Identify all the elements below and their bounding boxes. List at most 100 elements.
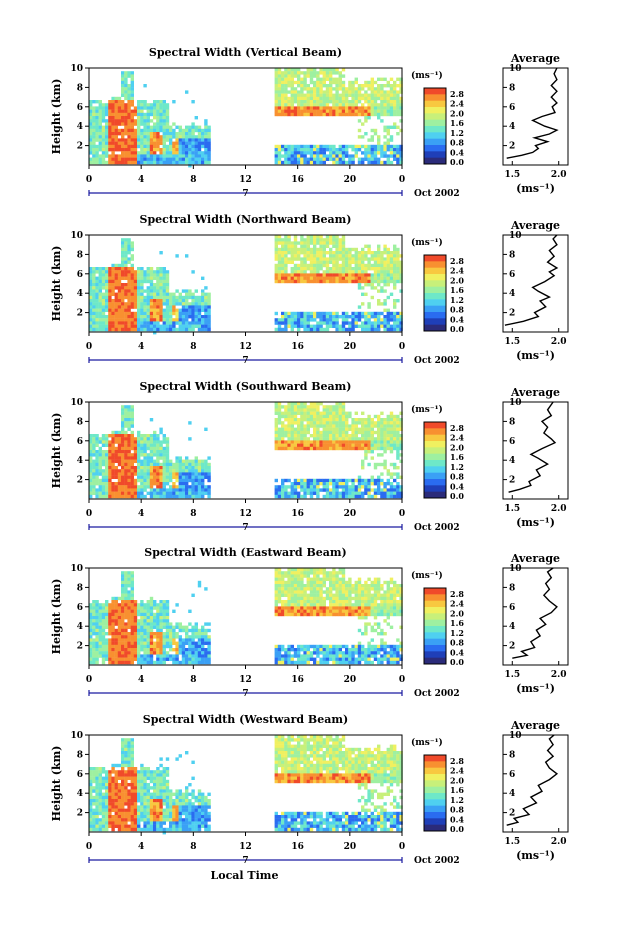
heatmap-cell <box>111 651 115 655</box>
heatmap-cell <box>194 318 198 322</box>
heatmap-cell <box>133 122 138 126</box>
heatmap-cell <box>185 141 189 145</box>
heatmap-cell <box>140 305 144 309</box>
heatmap-cell <box>188 324 192 328</box>
heatmap-cell <box>127 472 131 476</box>
heatmap-cell <box>329 324 333 328</box>
heatmap-cell <box>303 402 307 406</box>
heatmap-cell <box>114 651 118 655</box>
heatmap-cell <box>146 648 150 652</box>
heatmap-cell <box>137 289 141 293</box>
heatmap-cell <box>146 128 150 133</box>
heatmap-cell <box>92 292 96 296</box>
heatmap-cell <box>108 318 112 322</box>
heatmap-cell <box>325 443 330 447</box>
heatmap-cell <box>165 148 170 152</box>
heatmap-cell <box>140 619 144 623</box>
heatmap-cell <box>325 238 330 242</box>
heatmap-cell <box>367 154 371 158</box>
heatmap-cell <box>114 263 118 268</box>
heatmap-cell <box>127 283 131 287</box>
heatmap-cell <box>143 270 147 274</box>
heatmap-cell <box>341 418 346 422</box>
heatmap-cell <box>393 443 397 447</box>
heatmap-cell <box>367 84 371 88</box>
heatmap-cell <box>284 112 288 117</box>
heatmap-cell <box>159 475 163 479</box>
heatmap-cell <box>130 584 134 588</box>
heatmap-cell <box>89 315 93 319</box>
heatmap-cell <box>95 651 99 655</box>
heatmap-cell <box>373 270 378 274</box>
heatmap-cell <box>197 157 202 161</box>
heatmap-cell <box>108 494 112 499</box>
heatmap-cell <box>137 654 141 658</box>
heatmap-cell <box>316 491 320 495</box>
heatmap-cell <box>127 619 131 623</box>
heatmap-cell <box>108 638 112 642</box>
heatmap-cell <box>108 450 112 454</box>
heatmap-cell <box>127 138 131 142</box>
heatmap-cell <box>146 141 150 145</box>
heatmap-cell <box>389 488 394 492</box>
heatmap-cell <box>101 622 106 626</box>
heatmap-cell <box>287 109 291 113</box>
heatmap-cell <box>178 648 182 652</box>
heatmap-cell <box>146 472 150 476</box>
heatmap-cell <box>361 93 365 97</box>
heatmap-cell <box>95 318 99 322</box>
heatmap-cell <box>313 84 317 88</box>
heatmap-cell <box>348 434 352 438</box>
heatmap-cell <box>149 443 154 447</box>
heatmap-cell <box>303 74 307 78</box>
heatmap-cell <box>322 424 326 428</box>
heatmap-cell <box>172 151 176 155</box>
colorbar-swatch <box>424 107 446 114</box>
heatmap-cell <box>393 84 397 88</box>
heatmap-cell <box>345 251 349 255</box>
heatmap-cell <box>396 443 400 447</box>
heatmap-cell <box>169 138 173 142</box>
heatmap-cell <box>380 443 384 447</box>
heatmap-cell <box>149 267 154 271</box>
heatmap-cell <box>287 491 291 495</box>
heatmap-cell <box>162 466 166 470</box>
heatmap-cell <box>367 424 371 428</box>
heatmap-cell <box>364 254 368 258</box>
heatmap-cell <box>284 427 288 431</box>
heatmap-cell <box>140 641 144 645</box>
heatmap-cell <box>111 154 115 158</box>
heatmap-cell <box>127 466 131 470</box>
heatmap-cell <box>92 469 96 473</box>
heatmap-cell <box>303 106 307 110</box>
heatmap-cell <box>89 606 93 610</box>
heatmap-cell <box>92 119 96 123</box>
heatmap-cell <box>95 132 99 136</box>
heatmap-cell <box>338 157 342 161</box>
heatmap-cell <box>175 315 179 319</box>
heatmap-cell <box>329 440 333 444</box>
average-y-tick-label: 6 <box>509 270 515 280</box>
x-tick-label: 0 <box>399 509 405 519</box>
heatmap-cell <box>159 494 163 499</box>
heatmap-cell <box>149 600 154 604</box>
heatmap-cell <box>111 292 115 296</box>
heatmap-cell <box>367 157 371 161</box>
heatmap-cell <box>389 327 394 332</box>
heatmap-cell <box>121 606 125 610</box>
heatmap-cell <box>383 321 387 325</box>
heatmap-cell <box>98 302 102 306</box>
heatmap-cell <box>98 654 102 658</box>
heatmap-cell <box>98 138 102 142</box>
colorbar-tick-label: 0.0 <box>450 324 464 334</box>
heatmap-cell <box>175 462 179 467</box>
heatmap-cell <box>293 80 298 85</box>
heatmap-cell <box>117 453 122 457</box>
heatmap-cell <box>197 311 202 316</box>
heatmap-cell <box>149 132 154 136</box>
heatmap-cell <box>105 440 109 444</box>
heatmap-cell <box>146 466 150 470</box>
heatmap-cell <box>146 482 150 486</box>
x-tick-label: 8 <box>190 175 196 185</box>
heatmap-cell <box>169 308 173 312</box>
